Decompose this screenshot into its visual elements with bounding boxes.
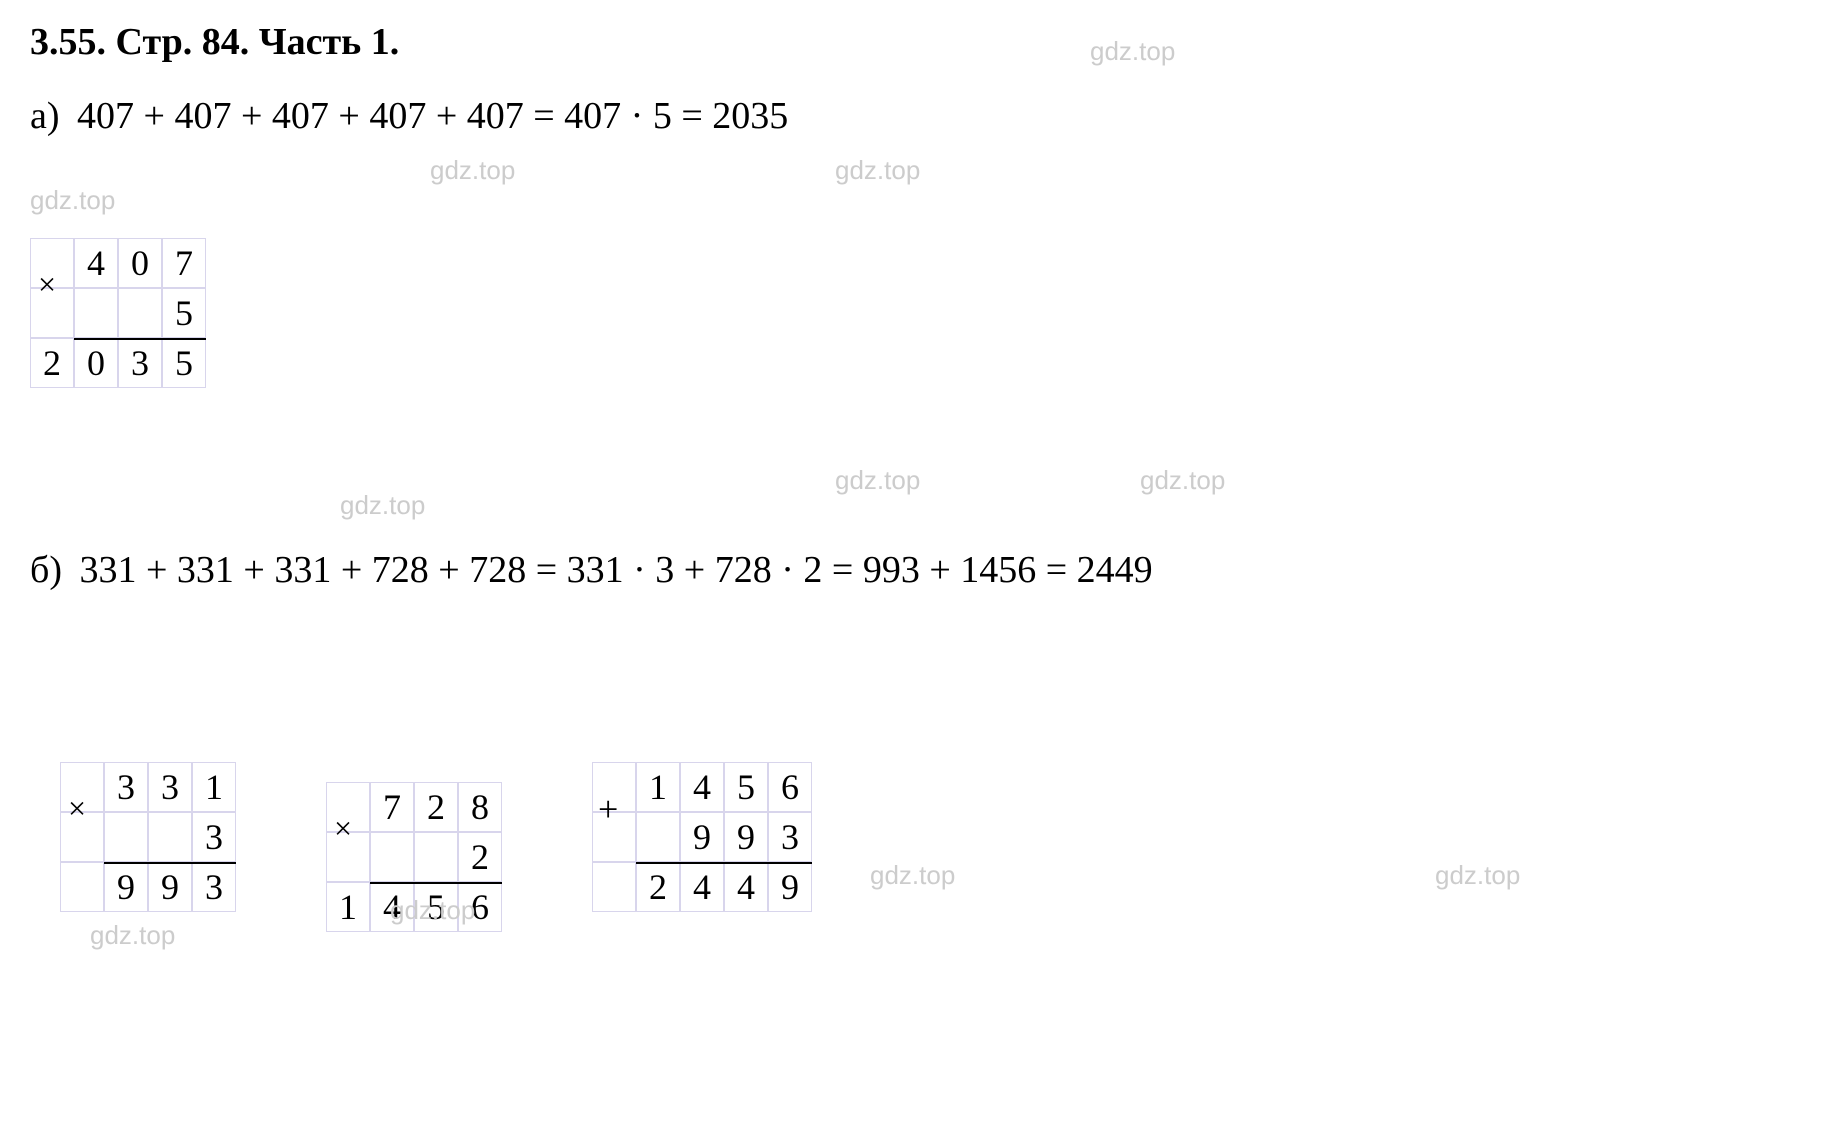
calculation-2: 3 3 1 3 9 9 3 ×: [60, 722, 236, 952]
calc-cell: 3: [768, 812, 812, 862]
equation-a-label: а): [30, 95, 60, 137]
calc-cell: 3: [148, 762, 192, 812]
calc-cell: 5: [162, 288, 206, 338]
calc-cell: 9: [104, 862, 148, 912]
equation-b-label: б): [30, 549, 62, 591]
calc-cell: 3: [118, 338, 162, 388]
calculation-1: 4 0 7 5 2 0 3 5 ×: [30, 198, 1793, 428]
equation-b: б) 331 + 331 + 331 + 728 + 728 = 331 · 3…: [30, 548, 1793, 592]
watermark: gdz.top: [1140, 465, 1225, 496]
calc-cell: [636, 812, 680, 862]
equation-a-text: 407 + 407 + 407 + 407 + 407 = 407 · 5 = …: [77, 95, 788, 137]
calc-cell: [104, 812, 148, 862]
calc-cell: 4: [74, 238, 118, 288]
equation-b-text: 331 + 331 + 331 + 728 + 728 = 331 · 3 + …: [80, 549, 1153, 591]
calc-cell: [74, 288, 118, 338]
calc-cell: 4: [680, 762, 724, 812]
calc-cell: 1: [326, 882, 370, 932]
calc-cell: 6: [768, 762, 812, 812]
calc-cell: [118, 288, 162, 338]
watermark: gdz.top: [430, 155, 515, 186]
watermark: gdz.top: [835, 465, 920, 496]
calc-cell: 5: [724, 762, 768, 812]
multiply-icon: ×: [334, 810, 352, 847]
calc-cell: 9: [724, 812, 768, 862]
calc-cell: 5: [414, 882, 458, 932]
calculation-row: 3 3 1 3 9 9 3 × 7 2: [60, 722, 1793, 972]
watermark: gdz.top: [340, 490, 425, 521]
calc-cell: 2: [636, 862, 680, 912]
calc-cell: 0: [74, 338, 118, 388]
calc-cell: 7: [370, 782, 414, 832]
calc-cell: 9: [680, 812, 724, 862]
calc-cell: 3: [104, 762, 148, 812]
calc-cell: [370, 832, 414, 882]
calc-cell: 2: [414, 782, 458, 832]
calc-cell: [60, 862, 104, 912]
calc-cell: 9: [148, 862, 192, 912]
calc-cell: 7: [162, 238, 206, 288]
calc-cell: [148, 812, 192, 862]
calculation-3: 7 2 8 2 1 4 5 6 ×: [326, 742, 502, 972]
calc-cell: 2: [458, 832, 502, 882]
calc-cell: 1: [636, 762, 680, 812]
calc-cell: 4: [680, 862, 724, 912]
watermark: gdz.top: [835, 155, 920, 186]
calc-cell: 6: [458, 882, 502, 932]
equation-a: а) 407 + 407 + 407 + 407 + 407 = 407 · 5…: [30, 94, 1793, 138]
plus-icon: +: [598, 788, 618, 830]
calc-cell: 9: [768, 862, 812, 912]
calc-cell: 4: [370, 882, 414, 932]
calc-cell: 4: [724, 862, 768, 912]
calc-cell: [414, 832, 458, 882]
calc-cell: 2: [30, 338, 74, 388]
page-header: 3.55. Стр. 84. Часть 1.: [30, 20, 1793, 64]
calc-cell: [592, 862, 636, 912]
calc-cell: 0: [118, 238, 162, 288]
calc-cell: 1: [192, 762, 236, 812]
multiply-icon: ×: [38, 266, 56, 303]
calc-cell: 3: [192, 812, 236, 862]
calc-cell: 3: [192, 862, 236, 912]
calculation-4: 1 4 5 6 9 9 3 2 4 4 9 +: [592, 722, 812, 952]
calc-cell: 5: [162, 338, 206, 388]
multiply-icon: ×: [68, 790, 86, 827]
calc-cell: 8: [458, 782, 502, 832]
